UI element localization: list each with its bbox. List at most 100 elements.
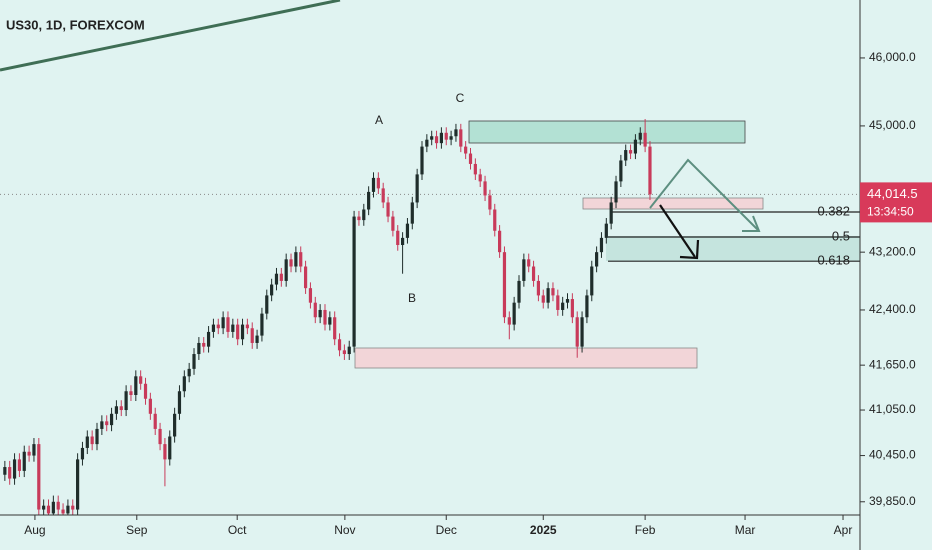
candle-body: [585, 295, 589, 318]
candle-body: [308, 288, 313, 303]
y-tick-label: 43,200.0: [869, 244, 916, 258]
candle-body: [590, 266, 594, 296]
candle-body: [391, 216, 395, 231]
candle-body: [347, 346, 351, 355]
candle-body: [512, 302, 516, 325]
y-tick-label: 40,450.0: [869, 448, 916, 462]
candle-body: [439, 132, 443, 144]
candle-body: [221, 317, 225, 329]
plot-area: [0, 0, 860, 515]
arrow-head: [742, 215, 761, 232]
y-tick-label: 39,850.0: [869, 494, 916, 508]
candle-body: [240, 324, 245, 340]
candle-body: [289, 259, 293, 267]
candle-body: [182, 376, 186, 392]
candle-body: [27, 451, 31, 456]
candle-body: [313, 302, 317, 318]
candle-body: [633, 139, 638, 154]
candle-body: [386, 202, 390, 217]
candle-body: [517, 280, 521, 303]
candle-body: [400, 237, 405, 246]
candle-body: [134, 376, 138, 395]
candle-body: [66, 505, 70, 514]
candle-body: [468, 153, 473, 164]
x-tick-label: Nov: [334, 523, 355, 537]
candle-body: [173, 413, 177, 437]
candle-body: [425, 139, 429, 147]
candle-body: [483, 181, 487, 196]
candle-body: [342, 350, 346, 355]
candle-body: [614, 181, 618, 203]
x-tick-label: Mar: [735, 523, 756, 537]
x-tick-label: Feb: [635, 523, 656, 537]
candle-body: [546, 288, 550, 303]
candle-body: [449, 136, 453, 140]
candle-body: [158, 428, 162, 445]
candle-body: [95, 428, 99, 445]
candle-body: [604, 223, 608, 238]
candle-body: [12, 459, 17, 479]
candle-body: [415, 174, 419, 203]
candle-body: [410, 202, 414, 224]
fib-zone: [606, 236, 860, 261]
candle-body: [405, 223, 410, 238]
candle-body: [323, 309, 327, 325]
candle-body: [473, 163, 477, 175]
candle-body: [139, 376, 143, 384]
candle-body: [420, 146, 424, 175]
countdown: 13:34:50: [867, 205, 914, 219]
support-zone: [354, 347, 698, 369]
candle-body: [46, 505, 51, 514]
candle-body: [556, 295, 560, 310]
candle-body: [434, 136, 439, 144]
candle-body: [51, 501, 55, 514]
candle-body: [265, 295, 269, 314]
candle-body: [565, 299, 570, 303]
candle-body: [109, 413, 114, 426]
candle-body: [202, 342, 206, 347]
candle-body: [488, 195, 492, 210]
candle-body: [37, 444, 41, 510]
down-arrow: [659, 204, 696, 258]
candle-body: [245, 324, 249, 329]
candle-body: [22, 451, 26, 471]
candle-body: [527, 259, 531, 267]
pivot-zone: [582, 197, 764, 210]
candle-body: [638, 132, 642, 140]
candle-body: [362, 209, 366, 221]
candle-body: [192, 354, 196, 369]
candle-body: [299, 252, 303, 267]
candle-body: [599, 237, 604, 253]
candle-body: [430, 136, 434, 140]
fib-label: 0.5: [832, 228, 850, 243]
price-badge-label: 44,014.5: [867, 186, 918, 201]
candle-body: [148, 398, 152, 414]
candle-body: [541, 295, 545, 303]
wave-label: C: [456, 91, 465, 105]
candle-body: [628, 150, 633, 154]
candle-body: [624, 150, 628, 161]
candle-body: [498, 230, 502, 253]
resistance-zone: [468, 120, 746, 144]
candle-body: [279, 273, 283, 281]
candle-body: [105, 421, 109, 426]
candle-body: [352, 216, 356, 347]
candle-body: [294, 252, 298, 267]
projection-arrow: [649, 158, 759, 231]
trend-line: [0, 0, 341, 72]
candle-body: [8, 467, 12, 479]
candle-body: [250, 328, 254, 343]
candle-body: [396, 230, 400, 246]
wave-label: A: [375, 113, 383, 127]
candle-body: [643, 132, 647, 147]
candle-body: [119, 406, 123, 411]
candle-body: [318, 309, 322, 318]
candle-body: [561, 302, 565, 310]
candle-body: [580, 317, 584, 347]
candle-body: [376, 177, 380, 189]
candle-body: [236, 324, 240, 340]
candle-body: [595, 252, 599, 267]
candle-body: [3, 467, 7, 475]
arrow-head: [679, 239, 700, 260]
